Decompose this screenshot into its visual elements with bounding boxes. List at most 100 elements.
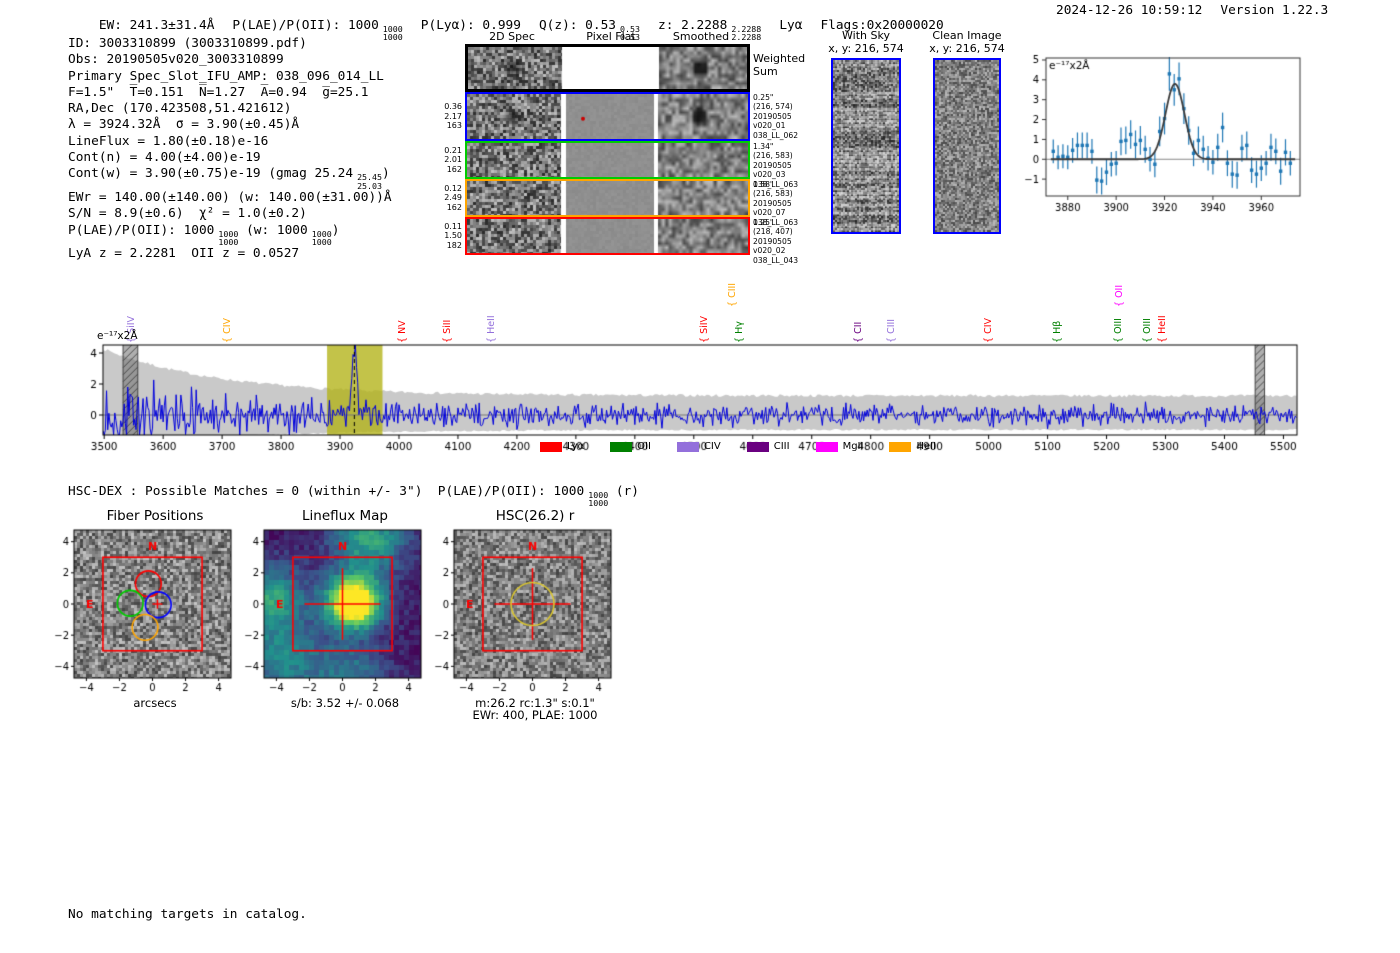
fiber-info-line: 038_LL_063 <box>753 217 799 227</box>
text-segment: F=1.5" T̅=0.151 N̅=1.27 A̅=0.94 g̅=25.1 <box>68 84 369 100</box>
spec2d-row-image <box>467 181 748 215</box>
fraction-top: 25.45 <box>357 172 383 183</box>
hsc-cutout-map <box>426 526 622 694</box>
hscdex-match-line: HSC-DEX : Possible Matches = 0 (within +… <box>68 484 639 508</box>
spec2d-col-header-2dspec: 2D Spec <box>489 30 535 43</box>
legend-item: CIII <box>746 441 790 452</box>
text-segment: λ = 3924.32Å σ = 3.90(±0.45)Å <box>68 117 300 133</box>
text-segment: HSC-DEX : Possible Matches = 0 (within +… <box>68 484 585 499</box>
hsc-mag-caption: m:26.2 rc:1.3" s:0.1" <box>475 696 595 710</box>
fiber-info-line: (216, 583) <box>753 189 793 199</box>
fraction-top: 2.2288 <box>731 24 762 34</box>
info-line: RA,Dec (170.423508,51.421612) <box>68 101 392 117</box>
weight-value: 163 <box>446 121 462 131</box>
fraction-bottom: 25.03 <box>357 180 383 191</box>
header-metric: P(Lyα): 0.999 <box>421 18 521 33</box>
fiber-info-line: 038_LL_043 <box>753 255 799 265</box>
fiber-info-line: 1.25" <box>753 218 774 227</box>
emission-line-labels-layer: { SiIV{ CIV{ NV{ SiII{ HeII{ SiIV{ CIII{… <box>88 262 1313 345</box>
fiber-info-line: 1.34" <box>753 142 774 151</box>
fiber-info-line: v020_07 <box>753 208 786 218</box>
spec2d-col-header-pixelflat: Pixel Flat <box>586 30 636 43</box>
spec2d-row <box>465 92 750 141</box>
spec2d-row <box>465 217 750 255</box>
legend-item: Lyα <box>540 441 584 452</box>
lineflux-map-title: Lineflux Map <box>302 508 388 524</box>
legend-swatch <box>610 441 633 452</box>
fiber-info-line: 038_LL_063 <box>753 179 799 189</box>
legend-swatch <box>746 441 769 452</box>
text-segment: Lyα <box>779 18 803 33</box>
hsc-cutout-title: HSC(26.2) r <box>495 508 575 524</box>
stacked-fraction: 1000 1000 <box>218 229 238 246</box>
clean-subtitle: x, y: 216, 574 <box>929 42 1005 55</box>
info-line: Obs: 20190505v020_3003310899 <box>68 52 392 68</box>
weighted-label-line1: Weighted <box>753 52 806 65</box>
fiber-info-line: v020_01 <box>753 121 786 131</box>
text-segment: ) <box>331 222 340 238</box>
legend-swatch <box>676 441 699 452</box>
weight-value: 0.11 <box>444 221 462 231</box>
spec2d-col-header-smoothed: Smoothed <box>672 30 730 43</box>
weight-value: 2.01 <box>444 155 462 165</box>
emission-line-label: { CIII <box>726 282 738 307</box>
text-segment: LyA z = 2.2281 OII z = 0.0527 <box>68 246 300 262</box>
header-metrics: EW: 241.3±31.4Å P(LAE)/P(OII): 1000 1000 10… <box>99 18 944 42</box>
text-segment: (r) <box>608 484 640 499</box>
text-segment: Obs: 20190505v020_3003310899 <box>68 52 284 68</box>
fiber-info-line: 1.58" <box>753 180 774 189</box>
text-segment: P(LAE)/P(OII): 1000 <box>232 18 379 33</box>
fraction-bottom: 1000 <box>311 236 332 247</box>
header-metric: z: 2.2288 2.2288 2.2288 <box>658 18 761 42</box>
weight-value: 0.12 <box>444 183 462 193</box>
fiber-info-line: (216, 574) <box>753 102 793 112</box>
legend-swatch <box>540 441 562 452</box>
text-segment: ) <box>382 166 390 182</box>
header-metric: Lyα <box>779 18 802 33</box>
lineflux-sb-caption: s/b: 3.52 +/- 0.068 <box>290 696 400 710</box>
spec2d-row-fiber-info: 1.25" (218, 407) 20190505 v020_02 038_LL_043 <box>753 218 815 265</box>
legend-label: HeII <box>916 441 937 452</box>
text-segment: Cont(n) = 4.00(±4.00)e-19 <box>68 150 261 166</box>
info-line: F=1.5" T̅=0.151 N̅=1.27 A̅=0.94 g̅=25.1 <box>68 85 392 101</box>
spec2d-row-weights: 0.21 2.01 162 <box>428 146 462 175</box>
fiber-positions-title: Fiber Positions <box>106 508 204 524</box>
spec2d-row <box>465 44 750 92</box>
spec2d-row-image <box>467 219 748 253</box>
withsky-subtitle: x, y: 216, 574 <box>828 42 904 55</box>
spec2d-row <box>465 141 750 179</box>
text-segment: LineFlux = 1.80(±0.18)e-16 <box>68 133 269 149</box>
spec2d-row-image <box>468 47 747 89</box>
spec2d-row-weights: 0.36 2.17 163 <box>428 102 462 131</box>
fiber-info-line: 20190505 <box>753 111 792 121</box>
fraction-bottom: 1000 <box>588 498 609 509</box>
spec2d-row-weights: 0.12 2.49 162 <box>428 184 462 213</box>
report-version: Version 1.22.3 <box>1220 3 1329 18</box>
clean-image <box>933 58 1001 234</box>
withsky-title: With Sky <box>842 29 890 42</box>
info-line: LineFlux = 1.80(±0.18)e-16 <box>68 134 392 150</box>
fiber-info-line: (216, 583) <box>753 151 793 161</box>
fiber-info-line: 0.25" <box>753 93 774 102</box>
text-segment: ID: 3003310899 (3003310899.pdf) <box>68 36 307 51</box>
footer-line-1: No matching targets in catalog. <box>68 907 307 922</box>
fiber-info-line: 20190505 <box>753 160 792 170</box>
stacked-fraction: 0.53 0.53 <box>620 25 640 42</box>
info-line: P(LAE)/P(OII): 1000 1000 1000 (w: 1000 1000… <box>68 223 392 247</box>
spec2d-row-fiber-info: 0.25" (216, 574) 20190505 v020_01 038_LL_062 <box>753 93 815 140</box>
info-line: Cont(n) = 4.00(±4.00)e-19 <box>68 150 392 166</box>
fiber-info-line: (218, 407) <box>753 227 793 237</box>
text-segment: EW: 241.3±31.4Å <box>98 18 215 33</box>
weight-value: 1.50 <box>444 231 462 241</box>
fraction-bottom: 2.2288 <box>731 32 762 43</box>
info-line: ID: 3003310899 (3003310899.pdf) <box>68 36 392 52</box>
info-line: λ = 3924.32Å σ = 3.90(±0.45)Å <box>68 117 392 133</box>
spectrum-legend: Lyα OII CIV CIII MgII HeII <box>540 441 936 452</box>
spec2d-row-image <box>467 143 748 177</box>
withsky-title-block: With Sky x, y: 216, 574 <box>806 29 926 55</box>
stacked-fraction: 2.2288 2.2288 <box>731 25 761 42</box>
emission-line-label: { OII <box>1113 284 1125 307</box>
detection-info-block: ID: 3003310899 (3003310899.pdf) Obs: 2019… <box>68 36 392 262</box>
header-metric: P(LAE)/P(OII): 1000 1000 1000 <box>232 18 402 42</box>
